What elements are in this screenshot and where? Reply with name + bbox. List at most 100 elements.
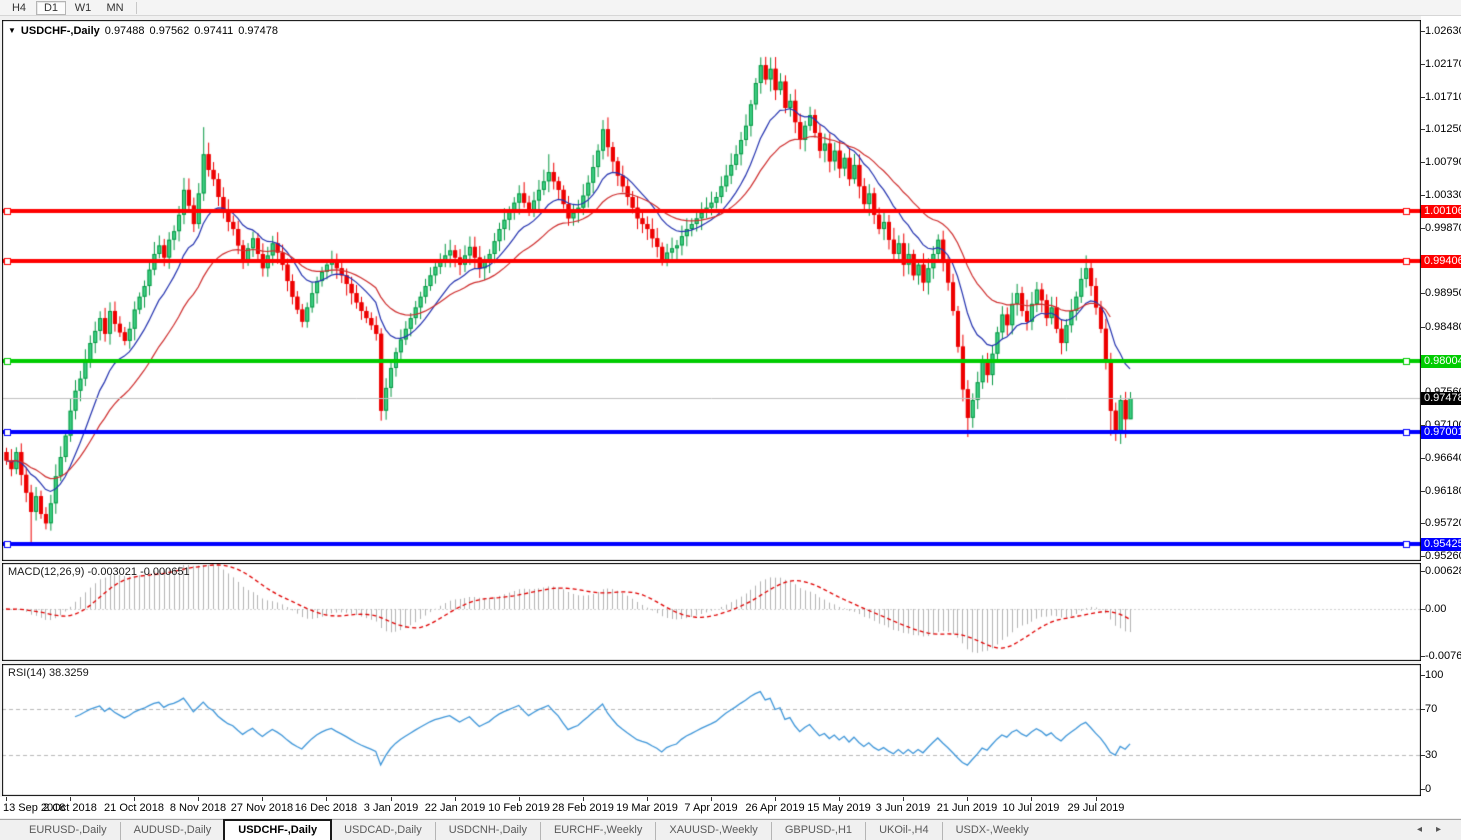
axis-tick-mark — [1421, 656, 1425, 657]
axis-tick-mark — [1421, 789, 1425, 790]
axis-tick-mark — [1421, 195, 1425, 196]
macd-indicator-chart[interactable] — [2, 563, 1421, 661]
axis-tick-label: 0.95260 — [1425, 550, 1461, 562]
axis-tick-label: 0.00 — [1425, 603, 1447, 615]
date-axis-label: 19 Mar 2019 — [616, 802, 678, 814]
date-axis-label: 22 Jan 2019 — [424, 802, 486, 814]
date-tick-mark — [262, 797, 263, 801]
axis-tick-mark — [1421, 709, 1425, 710]
date-tick-mark — [583, 797, 584, 801]
date-axis-label: 2 Oct 2018 — [43, 802, 97, 814]
date-tick-mark — [70, 797, 71, 801]
date-axis[interactable] — [0, 797, 1461, 818]
axis-tick-label: 1.00330 — [1425, 189, 1461, 201]
rsi-indicator-chart[interactable] — [2, 664, 1421, 796]
date-tick-mark — [967, 797, 968, 801]
chart-tab-xauusd[interactable]: XAUUSD-,Weekly — [655, 822, 770, 840]
date-tick-mark — [519, 797, 520, 801]
ohlc-open: 0.97488 — [104, 25, 145, 37]
chart-tab-ukoil[interactable]: UKOil-,H4 — [865, 822, 942, 840]
axis-tick-label: -0.00762 — [1425, 650, 1461, 662]
axis-tick-label: 1.02170 — [1425, 58, 1461, 70]
axis-tick-label: 0.95720 — [1425, 517, 1461, 529]
date-axis-label: 21 Oct 2018 — [104, 802, 164, 814]
date-tick-mark — [1031, 797, 1032, 801]
axis-tick-mark — [1421, 609, 1425, 610]
axis-tick-label: 0.96180 — [1425, 485, 1461, 497]
date-tick-mark — [134, 797, 135, 801]
chart-tab-usdcad[interactable]: USDCAD-,Daily — [344, 824, 422, 836]
macd-values: -0.003021 -0.000651 — [87, 566, 190, 578]
axis-tick-label: 0.99870 — [1425, 222, 1461, 234]
price-badge: 1.00106 — [1421, 205, 1461, 218]
axis-tick-label: 0 — [1425, 783, 1432, 795]
axis-tick-mark — [1421, 675, 1425, 676]
axis-tick-label: 0.98950 — [1425, 287, 1461, 299]
chart-tab-audusd[interactable]: AUDUSD-,Daily — [119, 822, 225, 840]
date-tick-mark — [6, 797, 7, 801]
date-tick-mark — [455, 797, 456, 801]
chart-tab-usdcnh[interactable]: USDCNH-,Daily — [434, 822, 540, 840]
main-price-chart[interactable] — [2, 20, 1421, 561]
axis-tick-label: 0.96640 — [1425, 452, 1461, 464]
axis-tick-mark — [1421, 458, 1425, 459]
chart-tab-usdchf[interactable]: USDCHF-,Daily — [223, 819, 333, 840]
chart-tab-usdx[interactable]: USDX-,Weekly — [941, 822, 1042, 840]
chart-tab-bar: EURUSD-,Daily AUDUSD-,Daily USDCHF-,Daily U… — [0, 819, 1461, 840]
axis-tick-mark — [1421, 31, 1425, 32]
tab-scroll-arrows[interactable]: ◂▸ — [1417, 824, 1455, 835]
date-axis-label: 15 May 2019 — [807, 802, 871, 814]
chart-tab-gbpusd[interactable]: GBPUSD-,H1 — [770, 822, 865, 840]
date-axis-label: 3 Jan 2019 — [363, 802, 419, 814]
ohlc-close: 0.97478 — [238, 25, 279, 37]
date-tick-mark — [711, 797, 712, 801]
date-axis-label: 27 Nov 2018 — [230, 802, 294, 814]
axis-tick-mark — [1421, 293, 1425, 294]
axis-tick-label: 0.98480 — [1425, 321, 1461, 333]
date-axis-label: 10 Feb 2019 — [488, 802, 550, 814]
tab-scroll-left-icon[interactable]: ◂ — [1416, 824, 1436, 835]
axis-tick-mark — [1421, 162, 1425, 163]
axis-tick-label: 0.006286 — [1425, 565, 1461, 577]
axis-tick-mark — [1421, 571, 1425, 572]
timeframe-button-w1[interactable]: W1 — [74, 1, 92, 14]
price-axis[interactable] — [1421, 16, 1461, 817]
macd-label: MACD(12,26,9) -0.003021 -0.000651 — [8, 566, 190, 578]
chart-header: ▼ USDCHF-,Daily 0.97488 0.97562 0.97411 … — [8, 25, 278, 37]
price-badge: 0.97001 — [1421, 426, 1461, 439]
date-axis-label: 7 Apr 2019 — [684, 802, 738, 814]
date-tick-mark — [775, 797, 776, 801]
timeframe-button-d1[interactable]: D1 — [36, 0, 66, 15]
toolbar-separator — [136, 1, 137, 14]
date-axis-label: 10 Jul 2019 — [1002, 802, 1060, 814]
tab-scroll-right-icon[interactable]: ▸ — [1435, 824, 1455, 835]
chart-tab-eurusd[interactable]: EURUSD-,Daily — [29, 824, 107, 836]
rsi-value: 38.3259 — [48, 667, 89, 679]
price-badge: 0.98004 — [1421, 355, 1461, 368]
axis-tick-mark — [1421, 97, 1425, 98]
axis-tick-mark — [1421, 491, 1425, 492]
price-badge: 0.97478 — [1421, 392, 1461, 405]
axis-tick-mark — [1421, 129, 1425, 130]
ohlc-low: 0.97411 — [194, 25, 234, 37]
date-axis-label: 21 Jun 2019 — [936, 802, 998, 814]
date-axis-label: 28 Feb 2019 — [552, 802, 614, 814]
axis-tick-label: 30 — [1425, 749, 1438, 761]
date-tick-mark — [326, 797, 327, 801]
axis-tick-mark — [1421, 523, 1425, 524]
date-axis-label: 13 Sep 2018 — [3, 802, 66, 814]
chart-tab-eurchf[interactable]: EURCHF-,Weekly — [539, 822, 655, 840]
axis-tick-label: 1.01250 — [1425, 123, 1461, 135]
axis-tick-mark — [1421, 425, 1425, 426]
price-badge: 0.95425 — [1421, 538, 1461, 551]
timeframe-button-h4[interactable]: H4 — [11, 1, 27, 14]
date-tick-mark — [903, 797, 904, 801]
axis-tick-mark — [1421, 64, 1425, 65]
date-axis-label: 3 Jun 2019 — [875, 802, 931, 814]
timeframe-button-mn[interactable]: MN — [106, 1, 124, 14]
axis-tick-label: 100 — [1425, 669, 1444, 681]
axis-tick-label: 70 — [1425, 703, 1438, 715]
collapse-indicator-icon[interactable]: ▼ — [8, 26, 16, 35]
date-tick-mark — [839, 797, 840, 801]
rsi-label: RSI(14) 38.3259 — [8, 667, 89, 679]
